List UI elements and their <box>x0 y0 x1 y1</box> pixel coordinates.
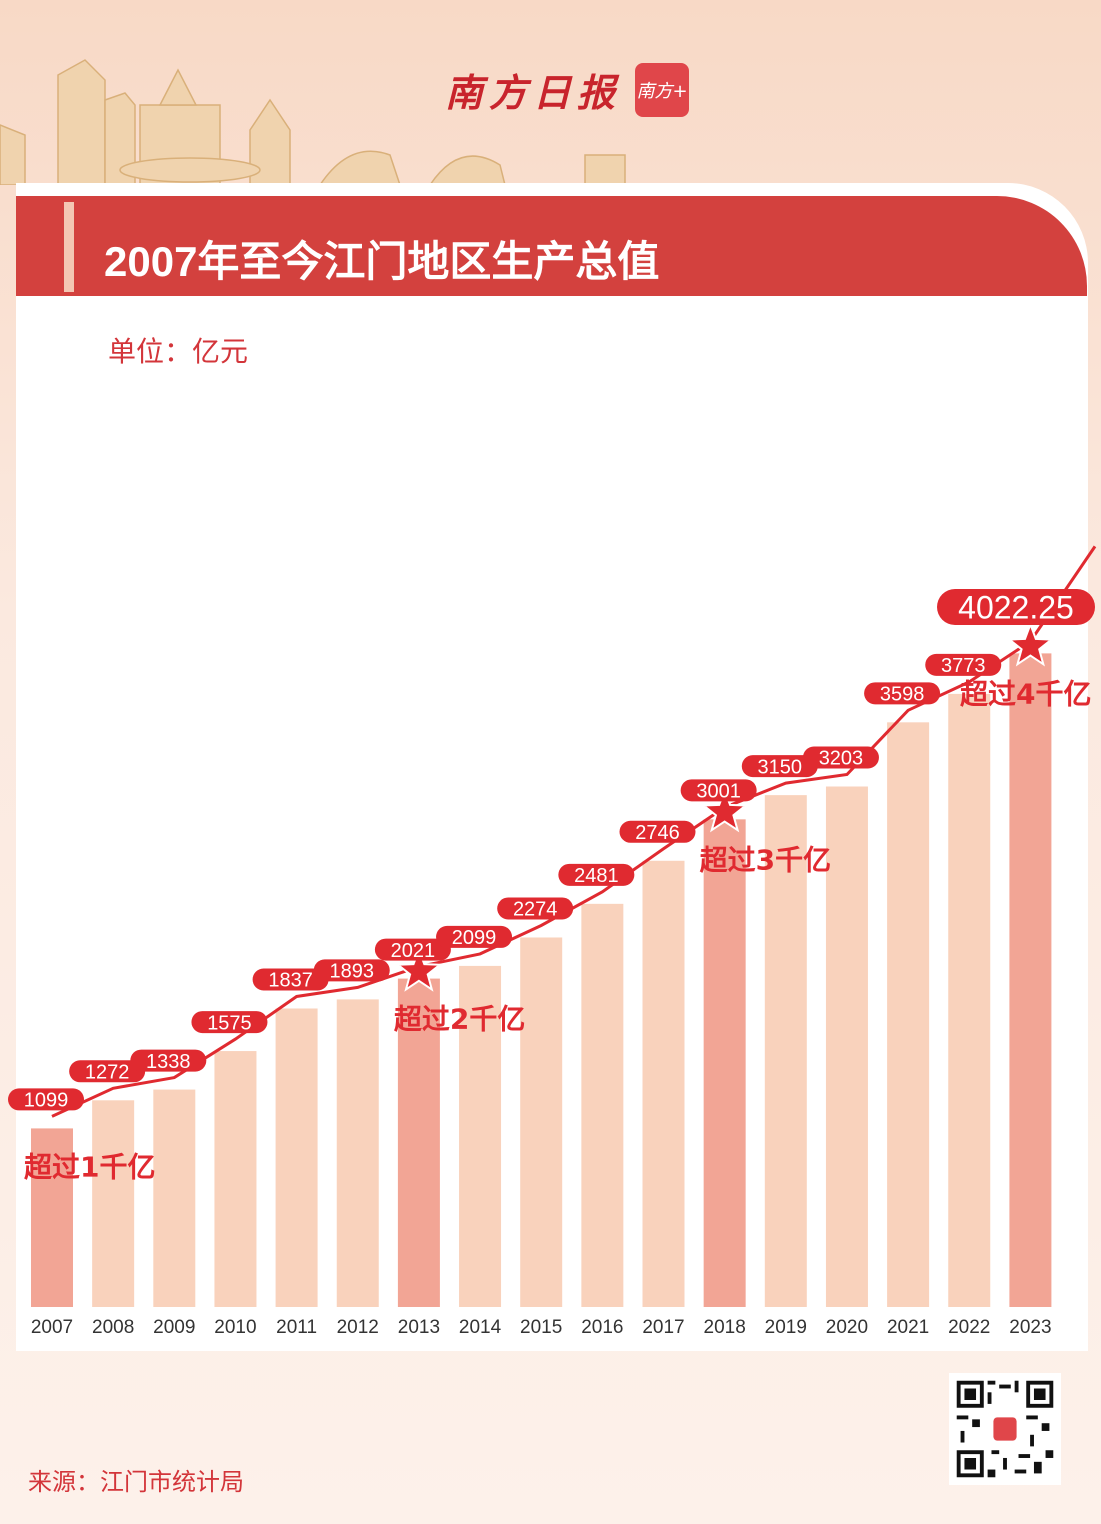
milestone-star-icon <box>1006 621 1055 667</box>
x-tick-label: 2014 <box>459 1317 502 1338</box>
value-label-pill <box>313 959 390 982</box>
banner-accent-bar <box>64 202 74 292</box>
value-label: 4022.25 <box>958 590 1074 626</box>
value-label-pill <box>8 1088 84 1111</box>
value-label-pill <box>741 755 818 778</box>
newspaper-logo-text: 南方日报 <box>445 70 622 115</box>
bar-2018 <box>703 819 746 1307</box>
value-label: 2481 <box>574 865 619 887</box>
value-label: 2099 <box>452 927 497 949</box>
x-tick-label: 2017 <box>642 1317 684 1338</box>
source-note: 来源：江门市统计局 <box>28 1468 244 1496</box>
bar-2011 <box>275 1008 318 1307</box>
bar-2012 <box>336 999 379 1307</box>
value-label-pill <box>191 1011 268 1034</box>
bar-2008 <box>92 1100 135 1307</box>
x-tick-label: 2008 <box>92 1317 134 1338</box>
value-label: 1575 <box>207 1012 252 1034</box>
value-label: 1893 <box>330 961 375 983</box>
value-label-pill <box>374 938 451 961</box>
milestone-annotation: 超过1千亿 <box>24 1150 155 1183</box>
bar-2017 <box>642 860 685 1307</box>
value-label: 3150 <box>758 756 803 778</box>
value-label: 1338 <box>146 1051 191 1073</box>
bar-2009 <box>153 1089 196 1307</box>
bar-2013 <box>397 978 440 1307</box>
value-label-pill <box>619 820 696 843</box>
milestone-star-icon <box>395 946 443 992</box>
app-logo-badge: 南方+ <box>635 62 690 117</box>
value-label: 3598 <box>880 684 925 706</box>
qr-code <box>949 1373 1061 1485</box>
x-tick-label: 2007 <box>31 1317 73 1338</box>
x-tick-label: 2022 <box>948 1317 990 1338</box>
x-tick-label: 2013 <box>398 1317 440 1338</box>
title-banner: 2007年至今江门地区生产总值 <box>16 196 1087 296</box>
value-label: 1099 <box>24 1090 69 1112</box>
x-tick-label: 2019 <box>765 1317 807 1338</box>
bar-2020 <box>825 786 868 1307</box>
milestone-annotation: 超过2千亿 <box>394 1003 525 1036</box>
bar-2016 <box>581 903 624 1307</box>
x-tick-label: 2010 <box>214 1317 256 1338</box>
bar-2015 <box>520 937 563 1307</box>
milestone-annotation: 超过4千亿 <box>960 677 1091 710</box>
bar-2021 <box>887 722 930 1307</box>
value-label-pill <box>937 589 1095 625</box>
x-tick-label: 2018 <box>704 1317 746 1338</box>
value-label: 2021 <box>391 940 436 962</box>
x-tick-label: 2021 <box>887 1317 929 1338</box>
x-tick-label: 2011 <box>276 1317 317 1338</box>
value-label: 1837 <box>268 970 313 992</box>
bar-2010 <box>214 1051 257 1307</box>
milestone-star-icon <box>700 787 749 833</box>
value-label-pill <box>69 1060 146 1083</box>
value-label-pill <box>680 779 757 802</box>
value-label: 3203 <box>819 748 864 770</box>
value-label-pill <box>497 897 574 920</box>
x-tick-label: 2009 <box>153 1317 195 1338</box>
unit-label: 单位：亿元 <box>108 335 249 368</box>
x-tick-label: 2012 <box>337 1317 379 1338</box>
x-tick-label: 2020 <box>826 1317 868 1338</box>
value-label-pill <box>558 863 635 886</box>
value-label: 2746 <box>635 822 680 844</box>
bar-2014 <box>459 965 502 1307</box>
value-label: 3773 <box>941 655 986 677</box>
value-label-pill <box>130 1049 207 1072</box>
value-label: 1272 <box>85 1062 130 1084</box>
value-label: 3001 <box>696 781 741 803</box>
value-label-pill <box>436 925 513 948</box>
value-label-pill <box>802 746 879 769</box>
x-tick-label: 2015 <box>520 1317 562 1338</box>
bar-2007 <box>31 1128 73 1307</box>
brand-logo: 南方日报 南方+ <box>445 62 690 117</box>
value-label: 2274 <box>513 899 558 921</box>
page-title: 2007年至今江门地区生产总值 <box>104 238 660 285</box>
bar-2022 <box>948 693 991 1307</box>
bar-2019 <box>764 795 807 1307</box>
city-skyline-illustration <box>0 59 626 185</box>
x-tick-label: 2016 <box>581 1317 623 1338</box>
value-label-pill <box>925 653 1002 676</box>
value-label-pill <box>252 968 329 991</box>
value-label-pill <box>864 682 941 705</box>
x-tick-label: 2023 <box>1009 1317 1051 1338</box>
bar-2023 <box>1009 653 1052 1307</box>
milestone-annotation: 超过3千亿 <box>700 843 831 876</box>
